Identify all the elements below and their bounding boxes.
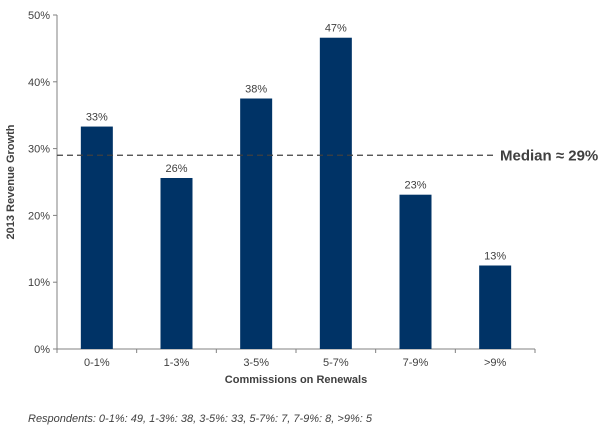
respondents-footnote: Respondents: 0-1%: 49, 1-3%: 38, 3-5%: 3… [28,413,372,425]
bars [80,37,512,349]
median-label: Median ≈ 29% [500,147,598,164]
data-label: 47% [325,23,347,35]
x-tick-label: 3-5% [243,357,269,369]
y-tick-label: 40% [28,77,50,89]
y-tick-label: 20% [28,210,50,222]
y-axis: 0% 10% 20% 30% 40% 50% [28,10,58,356]
data-label: 23% [404,180,426,192]
bar-1 [80,126,113,349]
bar-6 [479,265,512,349]
bar-2 [160,177,193,349]
y-axis-title: 2013 Revenue Growth [5,124,17,239]
y-tick-label: 10% [28,277,50,289]
x-tick-label: 1-3% [164,357,190,369]
data-label: 38% [245,84,267,96]
data-labels: 33% 26% 38% 47% 23% 13% [86,23,507,263]
x-tick-label: 0-1% [84,357,110,369]
bar-5 [399,194,432,349]
y-tick-label: 50% [28,10,50,22]
x-axis: 0-1% 1-3% 3-5% 5-7% 7-9% >9% [56,348,536,369]
bar-4 [319,37,352,349]
x-tick-label: 5-7% [323,357,349,369]
data-label: 33% [86,112,108,124]
data-label: 13% [484,251,506,263]
revenue-growth-chart: 0% 10% 20% 30% 40% 50% 0-1% 1-3% 3-5% 5-7% 7-9% >9… [5,10,598,386]
y-tick-label: 30% [28,144,50,156]
x-tick-label: 7-9% [403,357,429,369]
y-tick-label: 0% [34,344,50,356]
x-tick-label: >9% [484,357,507,369]
x-axis-title: Commissions on Renewals [225,374,367,386]
data-label: 26% [165,163,187,175]
bar-3 [240,98,273,349]
